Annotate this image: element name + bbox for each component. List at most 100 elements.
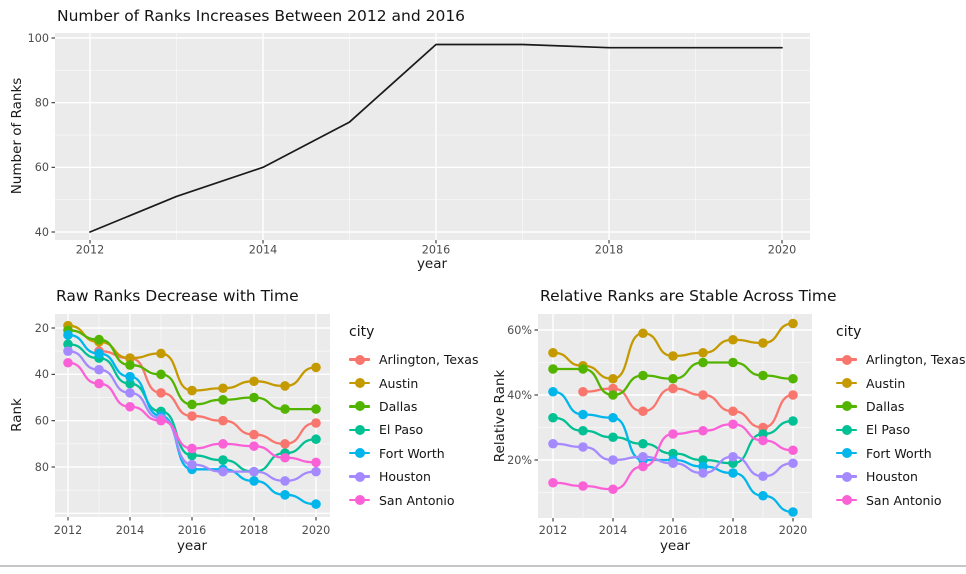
data-point	[249, 392, 259, 403]
x-tick-label: 2016	[659, 524, 687, 537]
data-point	[758, 370, 768, 381]
data-point	[608, 432, 618, 443]
plot-panel	[55, 33, 810, 240]
data-point	[63, 330, 73, 340]
data-point	[94, 378, 104, 389]
legend-key-icon	[836, 447, 857, 459]
data-point	[668, 429, 678, 439]
legend-label: Austin	[866, 375, 906, 391]
y-axis-title-number-of-ranks: Number of Ranks	[9, 77, 25, 195]
legend-key-icon	[349, 471, 370, 483]
legend-label: Houston	[866, 469, 918, 485]
legend-label: Dallas	[866, 398, 905, 414]
data-point	[638, 370, 648, 381]
legend-item-arlington-texas: Arlington, Texas	[836, 348, 965, 371]
legend-key-icon	[349, 494, 370, 506]
chart-0: 2012 2014 2016 2018 2020 40 60 80 100	[28, 32, 810, 257]
data-point	[548, 386, 558, 397]
x-axis-title-bottom-right: year	[659, 538, 691, 554]
x-tick-label: 2012	[76, 244, 104, 257]
chart-title-number-of-ranks: Number of Ranks Increases Between 2012 a…	[57, 7, 466, 25]
data-point	[578, 386, 588, 397]
data-point	[311, 499, 321, 509]
legend-key-icon	[349, 400, 370, 412]
data-points	[63, 320, 321, 509]
x-tick-label: 2016	[178, 524, 206, 537]
series-line-all	[89, 43, 783, 233]
data-point	[638, 451, 648, 462]
axis-ticks: 2012 2014 2016 2018 2020 40 60 80 100	[28, 32, 797, 257]
y-tick-label: 60	[35, 414, 49, 427]
x-tick-label: 2018	[240, 524, 268, 537]
legend-key-icon	[836, 471, 857, 483]
data-point	[578, 442, 588, 452]
data-point	[788, 390, 798, 400]
legend-right: Arlington, Texas Austin Dallas El Paso Fort …	[836, 348, 965, 512]
data-point	[280, 381, 290, 391]
y-tick-label: 40	[35, 226, 49, 239]
data-point	[249, 466, 259, 477]
x-tick-label: 2016	[422, 244, 450, 257]
y-tick-label: 80	[35, 461, 49, 474]
data-point	[788, 507, 798, 517]
legend-item-fort-worth: Fort Worth	[836, 442, 965, 465]
legend-label: Dallas	[379, 398, 418, 414]
legend-title-right: city	[836, 324, 862, 340]
data-point	[218, 383, 228, 394]
legend-key-icon	[349, 354, 370, 366]
data-point	[608, 373, 618, 384]
data-point	[249, 441, 259, 451]
data-point	[94, 348, 104, 359]
data-point	[788, 416, 798, 426]
y-tick-label: 20	[35, 322, 49, 335]
gridlines	[55, 33, 810, 240]
data-point	[187, 399, 197, 410]
legend-item-austin: Austin	[836, 371, 965, 394]
data-point	[125, 401, 135, 412]
data-point	[788, 373, 798, 384]
data-point	[311, 418, 321, 428]
data-point	[125, 378, 135, 389]
data-point	[94, 364, 104, 375]
data-point	[638, 461, 648, 472]
data-point	[758, 435, 768, 446]
data-point	[548, 412, 558, 423]
legend-label: El Paso	[866, 422, 911, 438]
data-point	[94, 334, 104, 345]
x-tick-label: 2020	[302, 524, 330, 537]
y-axis-title-relative-rank: Relative Rank	[492, 369, 508, 463]
y-axis-title-rank: Rank	[9, 398, 25, 432]
data-point	[608, 455, 618, 465]
legend-item-houston: Houston	[836, 465, 965, 488]
data-point	[728, 406, 738, 417]
x-tick-label: 2020	[779, 524, 807, 537]
data-point	[280, 404, 290, 414]
legend-item-dallas: Dallas	[836, 395, 965, 418]
data-point	[156, 348, 166, 359]
data-point	[728, 451, 738, 462]
data-point	[638, 406, 648, 417]
legend-label: Arlington, Texas	[866, 352, 966, 368]
legend-item-dallas: Dallas	[349, 395, 478, 418]
legend-left: Arlington, Texas Austin Dallas El Paso Fort …	[349, 348, 478, 512]
data-point	[608, 412, 618, 423]
data-point	[187, 443, 197, 454]
y-tick-label: 60	[35, 161, 49, 174]
x-axis-title-top: year	[416, 256, 448, 272]
data-point	[578, 425, 588, 436]
legend-label: San Antonio	[866, 492, 942, 508]
data-point	[280, 476, 290, 486]
legend-item-el-paso: El Paso	[836, 418, 965, 441]
data-point	[788, 318, 798, 329]
data-points	[548, 318, 798, 517]
data-point	[548, 477, 558, 488]
data-point	[63, 346, 73, 356]
data-point	[311, 466, 321, 477]
data-point	[249, 476, 259, 486]
x-tick-label: 2018	[595, 244, 623, 257]
data-point	[311, 457, 321, 468]
legend-key-icon	[836, 400, 857, 412]
data-point	[218, 415, 228, 426]
